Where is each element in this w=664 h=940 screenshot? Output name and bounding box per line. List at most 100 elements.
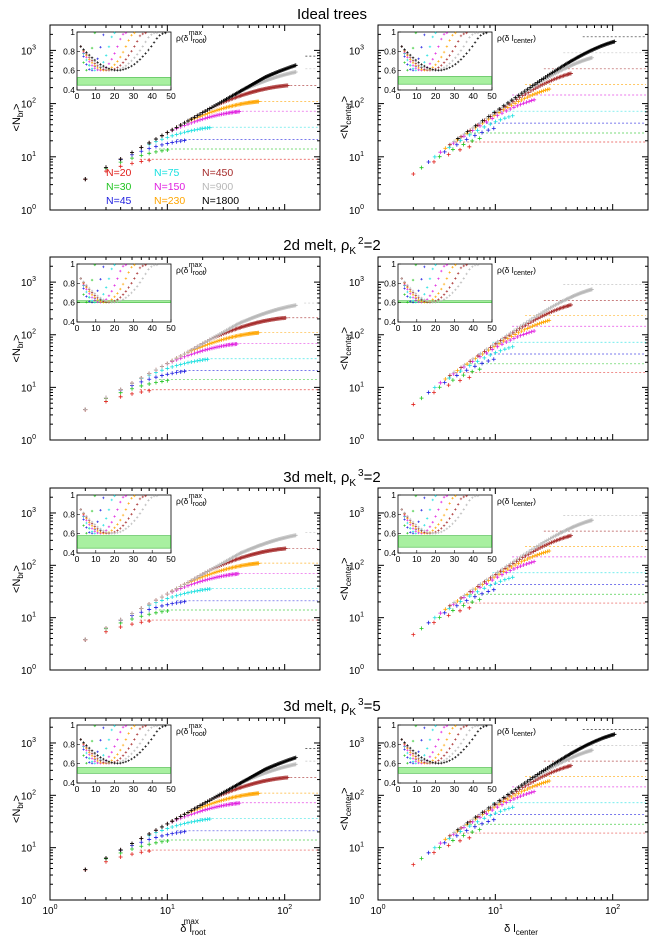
inset-x-tick-label: 50 — [487, 784, 497, 794]
inset-y-tick-label: 0.6 — [63, 66, 75, 76]
inset-x-tick-label: 20 — [431, 91, 441, 101]
inset-x-tick-label: 40 — [468, 323, 478, 333]
data-point — [545, 87, 550, 92]
inset-y-tick-label: 0.6 — [63, 298, 75, 308]
data-point — [139, 153, 144, 158]
data-point — [461, 142, 466, 147]
data-point — [517, 95, 522, 100]
data-point — [182, 138, 187, 143]
data-point — [103, 165, 108, 170]
data-point — [205, 107, 210, 112]
inset-point — [411, 46, 415, 50]
data-point — [505, 105, 510, 110]
inset-point — [119, 37, 122, 41]
y-axis-label: <Ncenter> — [339, 96, 353, 139]
data-point — [207, 125, 212, 130]
inset-y-tick-label: 1 — [391, 720, 396, 730]
inset-x-tick-label: 40 — [147, 554, 157, 564]
inset-point — [144, 52, 147, 55]
data-point — [473, 123, 478, 128]
data-point — [537, 79, 542, 84]
inset-x-tick-label: 50 — [166, 554, 176, 564]
inset-point — [85, 51, 88, 54]
data-point — [174, 139, 179, 144]
inset-y-tick-label: 0.8 — [63, 739, 75, 749]
data-point — [205, 111, 210, 116]
inset-x-tick-label: 10 — [91, 323, 101, 333]
series-N150 — [438, 94, 646, 155]
inset-point — [133, 63, 136, 66]
data-point — [189, 117, 194, 122]
inset-x-tick-label: 30 — [450, 784, 460, 794]
legend-item: N=1800 — [202, 195, 239, 207]
inset-x-tick-label: 0 — [75, 554, 80, 564]
data-point — [170, 140, 175, 145]
inset-point — [130, 59, 133, 63]
legend-item: N=450 — [202, 167, 233, 179]
data-point — [518, 102, 523, 107]
data-point — [455, 136, 460, 141]
data-point — [159, 133, 164, 138]
data-point — [174, 132, 179, 137]
inset: 0 10 20 30 40 50 0.4 0.6 0.8 1 ρ(δ lrootmax) — [63, 27, 207, 101]
inset-point — [113, 52, 116, 55]
inset-y-tick-label: 0.4 — [384, 548, 396, 558]
row-title: 3d melt, ρK3=5 — [283, 697, 380, 718]
inset-point — [127, 39, 130, 42]
inset-point — [82, 48, 85, 51]
data-point — [118, 164, 123, 169]
inset-y-tick-label: 0.8 — [384, 278, 396, 288]
inset-label: ρ(δ lrootmax) — [176, 30, 207, 45]
inset-band — [77, 535, 171, 549]
inset-x-tick-label: 30 — [450, 554, 460, 564]
inset-point — [144, 31, 147, 35]
data-point — [165, 148, 170, 153]
inset-point — [164, 31, 167, 35]
data-point — [506, 114, 511, 119]
inset-y-tick-label: 1 — [391, 490, 396, 500]
y-tick-label: 102 — [21, 98, 36, 111]
data-point — [501, 103, 506, 108]
inset-point — [104, 66, 108, 69]
series-N20 — [411, 141, 646, 177]
y-axis-label: <Nbr> — [11, 335, 25, 363]
inset-x-tick-label: 20 — [431, 784, 441, 794]
inset-point — [107, 67, 111, 70]
inset-point — [121, 68, 125, 71]
data-point — [159, 142, 164, 147]
inset-y-tick-label: 0.6 — [63, 529, 75, 539]
row-title: Ideal trees — [297, 6, 367, 23]
data-point — [504, 108, 509, 113]
data-point — [535, 80, 540, 85]
data-point — [130, 156, 135, 161]
row-title: 2d melt, ρK2=2 — [283, 236, 380, 257]
data-point — [198, 127, 203, 132]
inset-band — [77, 77, 171, 86]
inset-point — [152, 31, 156, 35]
inset-y-tick-label: 0.8 — [384, 509, 396, 519]
data-point — [538, 83, 543, 88]
data-point — [159, 148, 164, 153]
inset: 0 10 20 30 40 500.40.60.81ρ(δ lcenter) — [384, 27, 536, 101]
data-point — [498, 117, 503, 122]
data-point — [130, 161, 135, 166]
inset-y-tick-label: 0.4 — [384, 778, 396, 788]
data-point — [475, 128, 480, 133]
inset-point — [90, 61, 94, 64]
data-point — [524, 100, 529, 105]
series-N30 — [419, 132, 646, 170]
inset-point — [102, 33, 105, 37]
inset-point — [406, 63, 409, 66]
legend-item: N=230 — [154, 195, 185, 207]
inset-point — [116, 60, 119, 63]
data-point — [536, 85, 541, 90]
data-point — [478, 120, 483, 125]
inset-point — [88, 63, 91, 67]
inset-x-tick-label: 30 — [450, 323, 460, 333]
inset-x-tick-label: 30 — [129, 784, 139, 794]
inset-y-tick-label: 0.6 — [384, 66, 396, 76]
inset-y-tick-label: 1 — [391, 259, 396, 269]
data-point — [522, 96, 527, 101]
data-point — [446, 152, 451, 157]
